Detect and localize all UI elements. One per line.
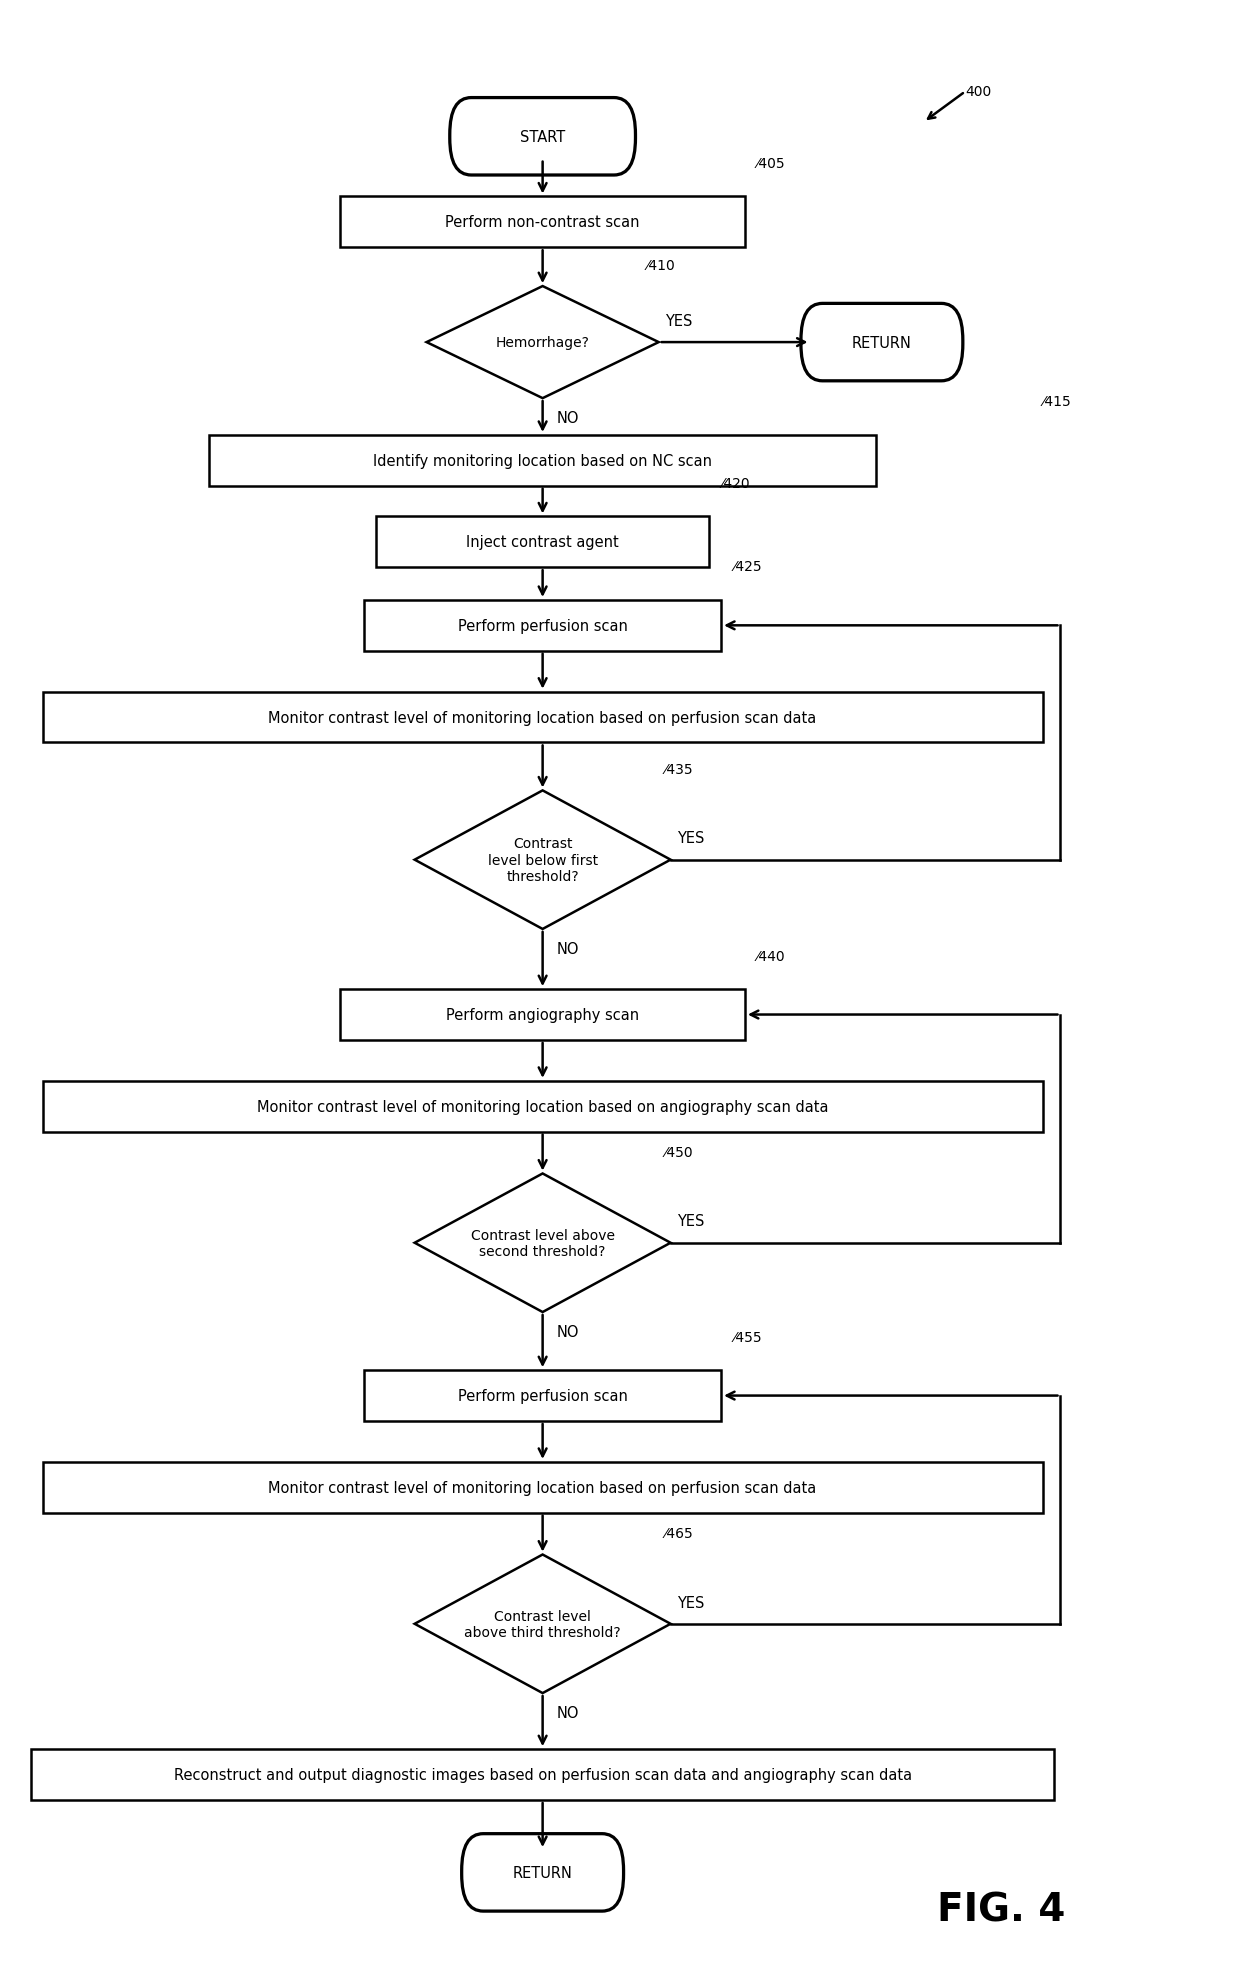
Text: Reconstruct and output diagnostic images based on perfusion scan data and angiog: Reconstruct and output diagnostic images… <box>174 1768 911 1782</box>
Text: NO: NO <box>557 1705 579 1720</box>
FancyBboxPatch shape <box>365 1371 722 1421</box>
Text: NO: NO <box>557 941 579 957</box>
Polygon shape <box>414 791 671 929</box>
FancyBboxPatch shape <box>42 693 1043 744</box>
Text: Monitor contrast level of monitoring location based on perfusion scan data: Monitor contrast level of monitoring loc… <box>269 710 817 726</box>
Text: NO: NO <box>557 410 579 426</box>
FancyBboxPatch shape <box>42 1081 1043 1133</box>
Text: RETURN: RETURN <box>852 335 911 351</box>
FancyBboxPatch shape <box>210 436 875 487</box>
Text: START: START <box>520 130 565 144</box>
Text: Monitor contrast level of monitoring location based on perfusion scan data: Monitor contrast level of monitoring loc… <box>269 1480 817 1496</box>
Text: Perform perfusion scan: Perform perfusion scan <box>458 1389 627 1403</box>
FancyBboxPatch shape <box>801 304 962 381</box>
FancyBboxPatch shape <box>461 1833 624 1912</box>
Text: RETURN: RETURN <box>512 1864 573 1880</box>
Text: Perform non-contrast scan: Perform non-contrast scan <box>445 215 640 231</box>
Text: ⁄420: ⁄420 <box>722 477 750 491</box>
Text: Perform angiography scan: Perform angiography scan <box>446 1008 639 1022</box>
FancyBboxPatch shape <box>42 1462 1043 1513</box>
Text: ⁄415: ⁄415 <box>1043 395 1071 408</box>
FancyBboxPatch shape <box>450 99 635 176</box>
Text: ⁄465: ⁄465 <box>665 1527 693 1541</box>
Text: Contrast level above
second threshold?: Contrast level above second threshold? <box>471 1227 615 1259</box>
Text: Contrast
level below first
threshold?: Contrast level below first threshold? <box>487 837 598 884</box>
Text: Hemorrhage?: Hemorrhage? <box>496 335 589 349</box>
Text: YES: YES <box>665 314 692 329</box>
FancyBboxPatch shape <box>340 990 745 1040</box>
Text: Identify monitoring location based on NC scan: Identify monitoring location based on NC… <box>373 454 712 468</box>
Polygon shape <box>414 1174 671 1312</box>
Text: ⁄405: ⁄405 <box>756 156 785 172</box>
Text: ⁄435: ⁄435 <box>665 764 693 777</box>
Text: ⁄425: ⁄425 <box>733 560 761 574</box>
Text: ⁄410: ⁄410 <box>647 258 676 272</box>
Text: YES: YES <box>677 831 704 846</box>
Text: Monitor contrast level of monitoring location based on angiography scan data: Monitor contrast level of monitoring loc… <box>257 1099 828 1115</box>
Text: NO: NO <box>557 1324 579 1340</box>
FancyBboxPatch shape <box>376 517 709 568</box>
Text: Inject contrast agent: Inject contrast agent <box>466 535 619 550</box>
Text: FIG. 4: FIG. 4 <box>936 1890 1065 1928</box>
FancyBboxPatch shape <box>340 197 745 249</box>
Polygon shape <box>414 1555 671 1693</box>
Text: YES: YES <box>677 1594 704 1610</box>
Text: ⁄440: ⁄440 <box>756 949 785 963</box>
Text: 400: 400 <box>965 85 992 99</box>
Polygon shape <box>427 286 658 399</box>
Text: Contrast level
above third threshold?: Contrast level above third threshold? <box>464 1608 621 1640</box>
FancyBboxPatch shape <box>31 1750 1054 1799</box>
Text: ⁄455: ⁄455 <box>733 1330 761 1344</box>
Text: YES: YES <box>677 1213 704 1229</box>
Text: Perform perfusion scan: Perform perfusion scan <box>458 618 627 633</box>
Text: ⁄450: ⁄450 <box>665 1146 693 1160</box>
FancyBboxPatch shape <box>365 600 722 651</box>
